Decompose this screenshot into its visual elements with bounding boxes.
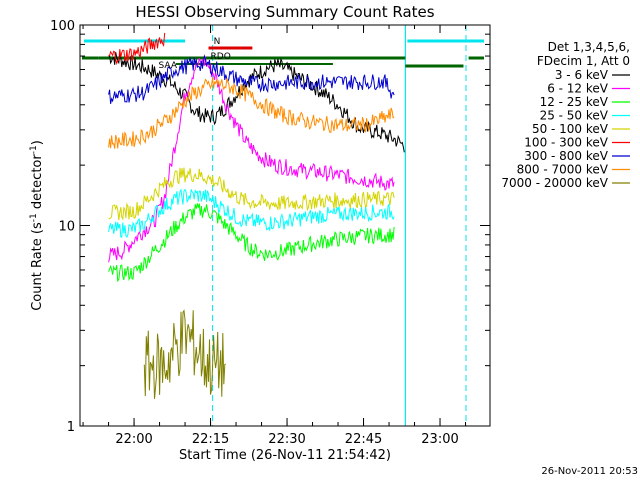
timestamp: 26-Nov-2011 20:53 — [541, 466, 638, 477]
series-line-1 — [108, 52, 405, 153]
series-line-2 — [108, 56, 395, 263]
legend-entry-label: 12 - 25 keV — [540, 95, 609, 109]
y-tick-label: 10 — [58, 220, 75, 235]
x-tick-label: 22:00 — [115, 432, 152, 447]
series-line-9 — [143, 309, 227, 399]
y-axis-label-part: detector — [30, 154, 45, 214]
legend-entry-label: 300 - 800 keV — [524, 149, 608, 163]
series-line-7 — [108, 54, 395, 104]
legend-entry-label: 7000 - 20000 keV — [501, 176, 608, 190]
y-axis-label-part: -1 — [29, 213, 39, 222]
y-tick-label: 1 — [67, 420, 75, 435]
chart-title: HESSI Observing Summary Count Rates — [135, 3, 434, 21]
night-label: N — [214, 37, 221, 47]
legend-title-line: FDecim 1, Att 0 — [537, 54, 630, 68]
x-tick-label: 22:45 — [345, 432, 382, 447]
series-line-6 — [108, 32, 166, 66]
series-line-3 — [108, 203, 395, 283]
legend-entry-label: 800 - 7000 keV — [517, 163, 609, 177]
flare-flag-label: RDO — [211, 52, 231, 62]
y-axis-label-part: -1 — [29, 145, 39, 154]
y-axis-label-part: Count Rate (s — [30, 222, 45, 311]
y-tick-label: 100 — [50, 19, 75, 34]
series-line-4 — [108, 188, 395, 239]
y-axis-label: Count Rate (s-1 detector-1) — [29, 140, 45, 311]
legend-entry-label: 3 - 6 keV — [555, 68, 609, 82]
legend-entry-label: 50 - 100 keV — [532, 122, 609, 136]
legend-entry-label: 25 - 50 keV — [540, 109, 609, 123]
x-tick-label: 22:15 — [192, 432, 229, 447]
legend-entry-label: 100 - 300 keV — [524, 136, 608, 150]
x-axis-label: Start Time (26-Nov-11 21:54:42) — [179, 448, 391, 463]
x-tick-label: 23:00 — [421, 432, 458, 447]
legend-title-line: Det 1,3,4,5,6, — [548, 40, 630, 54]
y-axis-label-part: ) — [30, 140, 45, 145]
x-tick-label: 22:30 — [268, 432, 305, 447]
legend-entry-label: 6 - 12 keV — [547, 82, 609, 96]
series-line-8 — [108, 77, 395, 149]
series-line-5 — [108, 167, 395, 221]
saa-label: SAA — [159, 61, 178, 71]
